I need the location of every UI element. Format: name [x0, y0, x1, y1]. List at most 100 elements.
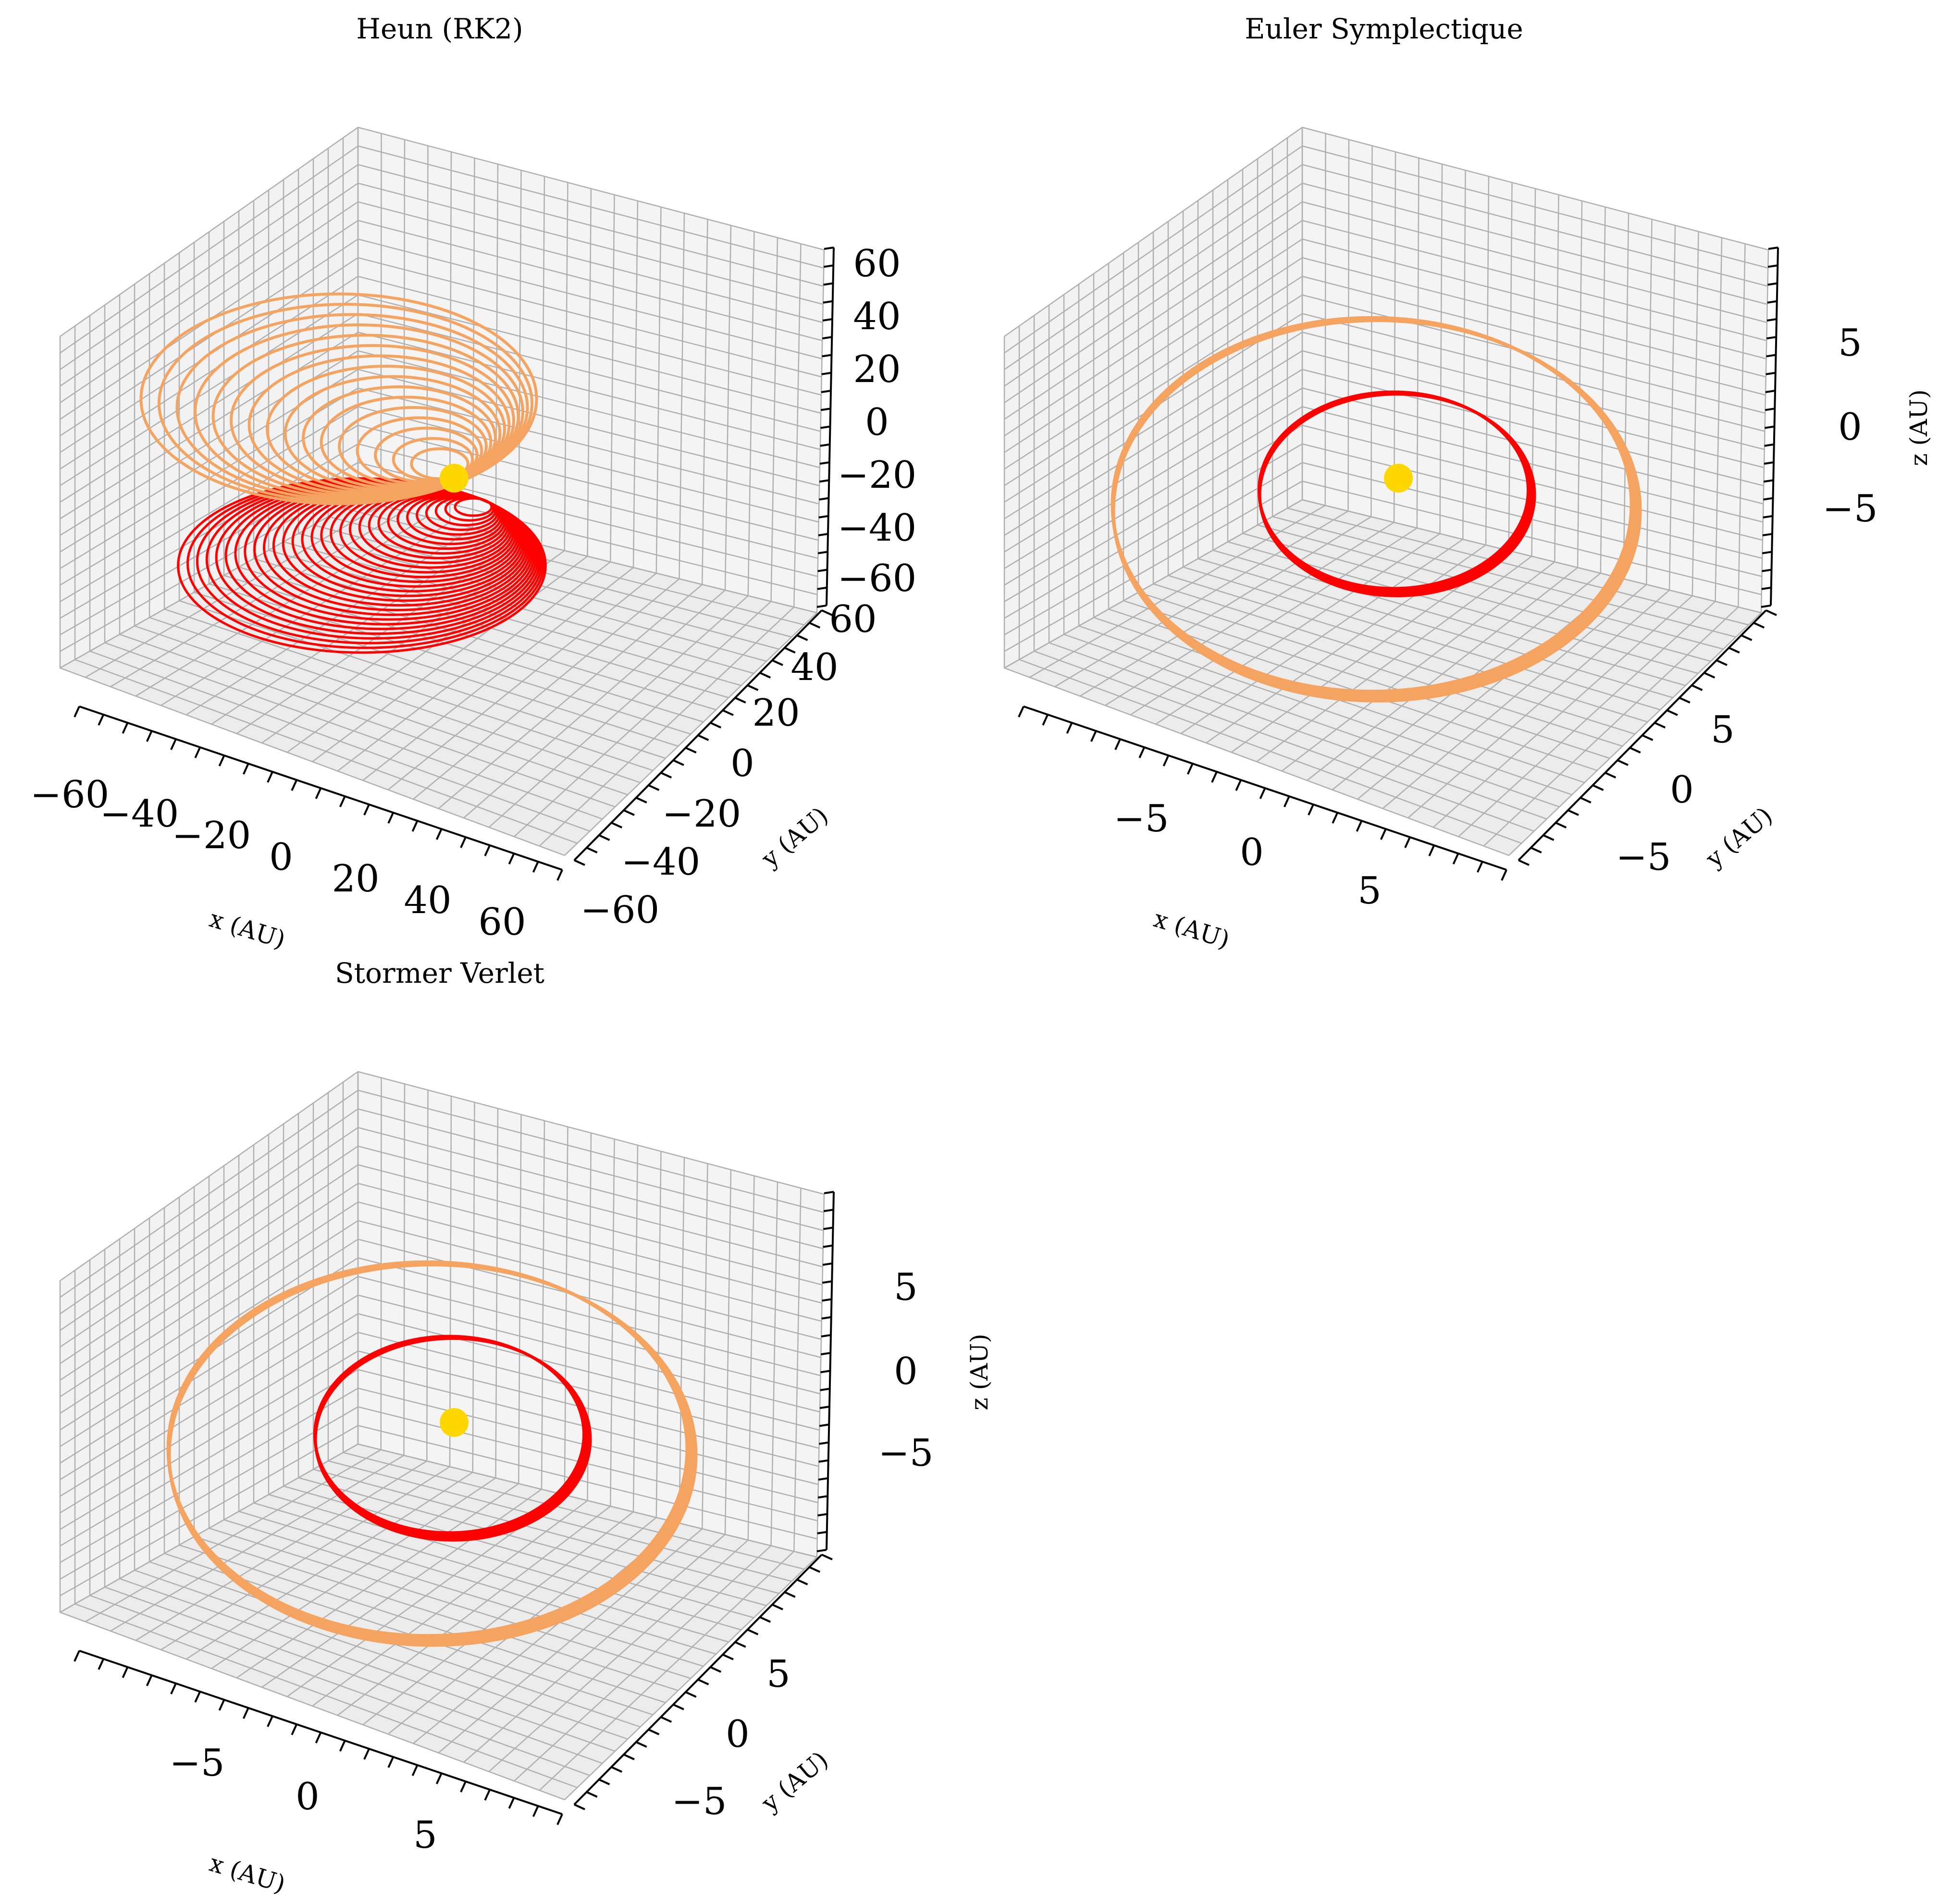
z-tick-label: −20 — [838, 454, 917, 497]
z-tick-mark — [1765, 390, 1776, 393]
x-tick-mark — [170, 739, 177, 750]
z-tick-mark — [1764, 461, 1774, 465]
axes-panel-1: Heun (RK2)−60−40−20 0 20 40 60 −60−40−2002040… — [30, 12, 917, 954]
outer-orbit-loop — [230, 344, 515, 497]
grid-line — [770, 1182, 778, 1546]
y-tick-mark — [673, 1704, 684, 1710]
x-tick-mark — [508, 1797, 515, 1809]
grid-line — [1554, 195, 1559, 562]
z-tick-mark — [819, 1441, 829, 1445]
x-tick-label: 0 — [269, 836, 293, 879]
grid-line — [1004, 424, 1303, 603]
y-tick-mark — [759, 1616, 771, 1623]
z-tick-mark — [823, 282, 833, 286]
y-tick-mark — [710, 1666, 722, 1673]
z-tick-mark — [1762, 569, 1772, 572]
y-tick-mark — [759, 672, 771, 679]
y-tick-mark — [623, 809, 635, 816]
z-tick-mark — [818, 1477, 828, 1481]
z-tick-mark — [823, 1226, 833, 1230]
y-tick-mark — [660, 772, 672, 779]
x-tick-mark — [74, 706, 80, 717]
x-tick-mark — [1283, 796, 1290, 807]
grid-line — [358, 443, 818, 559]
sun-marker — [1384, 464, 1413, 493]
grid-line — [1272, 516, 1736, 638]
y-tick-mark — [685, 747, 697, 754]
grid-line — [358, 1443, 817, 1558]
z-tick-mark — [820, 425, 830, 429]
grid-line — [793, 1188, 802, 1552]
grid-line — [1004, 332, 1303, 519]
grid-line — [1623, 213, 1630, 579]
grid-line — [1302, 387, 1764, 505]
z-tick-label: −5 — [1823, 487, 1878, 531]
y-tick-mark — [673, 759, 684, 766]
y-tick-label: 5 — [1711, 708, 1735, 752]
outer-orbit — [167, 1263, 698, 1647]
x-tick-mark — [146, 1675, 153, 1686]
x-tick-mark — [435, 828, 443, 840]
grid-line — [1302, 406, 1764, 523]
x-tick-mark — [146, 730, 153, 742]
grid-line — [816, 1194, 825, 1558]
grid-line — [514, 601, 772, 837]
grid-line — [60, 1425, 358, 1596]
grid-line — [610, 1139, 615, 1507]
x-tick-mark — [484, 1789, 491, 1801]
grid-line — [488, 1539, 749, 1772]
z-tick-mark — [821, 371, 832, 375]
z-tick-mark — [818, 533, 828, 536]
tick-labels: −60−40−20 0 20 40 60 −60−40−200204060−60−40−2… — [30, 242, 917, 944]
grid-line — [1212, 549, 1686, 686]
x-tick-mark — [1428, 845, 1435, 856]
y-tick-mark — [1629, 747, 1641, 754]
x-tick-mark — [1138, 747, 1146, 758]
grid-line — [1004, 406, 1303, 586]
grid-line — [358, 332, 821, 450]
x-tick-mark — [315, 788, 322, 799]
x-tick-label: 0 — [1240, 831, 1264, 874]
x-tick-mark — [435, 1773, 443, 1784]
x-tick-label: 0 — [296, 1775, 320, 1818]
y-tick-mark — [685, 1691, 697, 1698]
grid-line — [60, 1387, 358, 1563]
z-tick-mark — [816, 1549, 827, 1552]
outer-orbit-loop — [175, 313, 529, 502]
outer-orbit-loop — [157, 303, 534, 504]
y-tick-mark — [1617, 759, 1629, 766]
grid-line — [312, 556, 588, 763]
y-tick-mark — [598, 1779, 610, 1785]
outer-orbit-loop — [211, 334, 520, 499]
x-tick-mark — [387, 812, 395, 824]
grid-line — [632, 1145, 639, 1512]
grid-line — [1760, 249, 1769, 613]
x-tick-mark — [291, 1724, 298, 1735]
grid-line — [253, 1502, 729, 1643]
z-axis-label: z (AU) — [1905, 389, 1933, 466]
z-tick-mark — [818, 515, 829, 519]
y-tick-mark — [1741, 634, 1753, 641]
z-tick-mark — [820, 1370, 830, 1373]
z-tick-label: 0 — [894, 1350, 918, 1393]
grid-line — [60, 1406, 358, 1580]
grid-line — [268, 549, 741, 686]
grid-lines — [59, 1071, 825, 1801]
x-tick-label: 5 — [413, 1814, 437, 1857]
z-tick-mark — [1766, 354, 1776, 358]
grid-line — [358, 387, 819, 505]
trajectories — [166, 1260, 698, 1647]
y-tick-mark — [1568, 809, 1579, 816]
grid-line — [60, 1276, 358, 1464]
y-tick-label: −5 — [1616, 836, 1671, 879]
y-tick-mark — [1530, 847, 1542, 853]
grid-line — [313, 1469, 779, 1594]
y-tick-mark — [1766, 609, 1777, 616]
y-axis-label: y (AU) — [756, 1746, 834, 1817]
grid-line — [358, 1406, 818, 1521]
z-tick-mark — [1762, 551, 1772, 555]
grid-line — [60, 313, 358, 503]
z-tick-label: −60 — [838, 557, 917, 600]
z-tick-mark — [817, 1513, 827, 1517]
z-tick-mark — [822, 318, 833, 321]
